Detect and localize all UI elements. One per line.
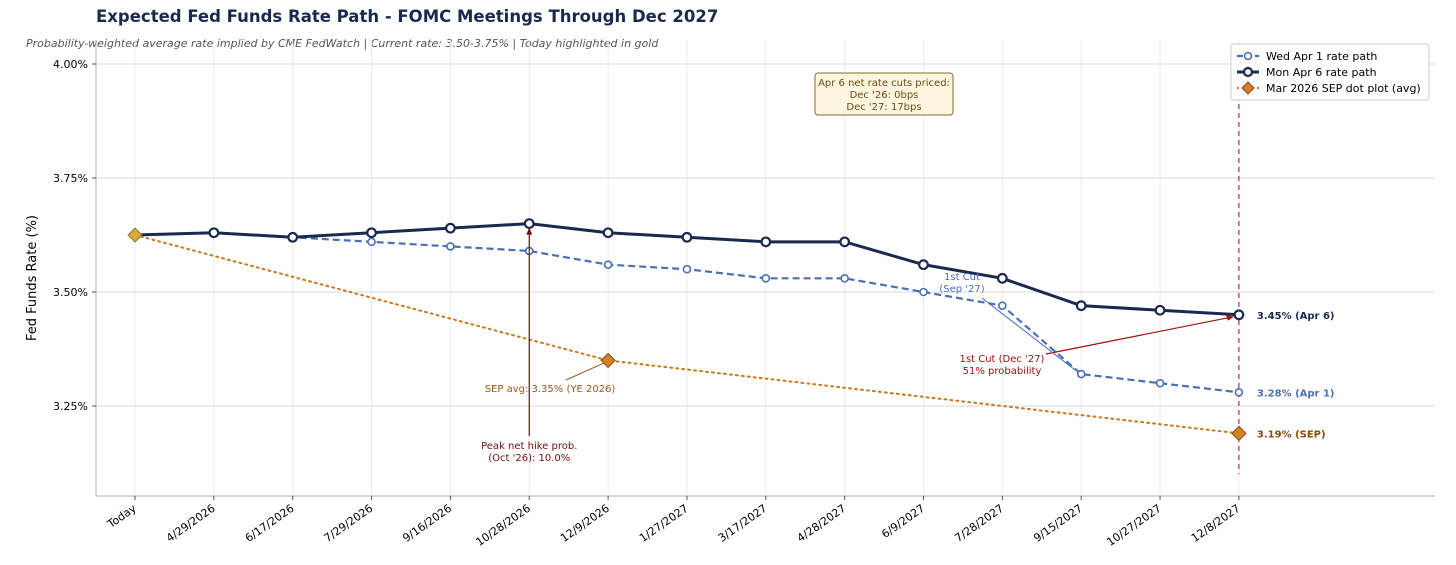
apr1-point xyxy=(367,237,376,247)
y-tick-label: 3.75% xyxy=(53,172,88,185)
sep-annotation: SEP avg: 3.35% (YE 2026) xyxy=(485,384,616,395)
x-tick-label: 9/16/2026 xyxy=(400,502,454,545)
y-axis-label: Fed Funds Rate (%) xyxy=(25,215,40,341)
peak-hike-annotation: (Oct '26): 10.0% xyxy=(488,453,570,464)
legend-swatch-marker xyxy=(1242,66,1254,78)
apr1-point xyxy=(603,260,613,269)
first-cut-dec27-arrow xyxy=(1045,316,1234,355)
y-tick-label: 4.00% xyxy=(53,58,88,71)
chart-title: Expected Fed Funds Rate Path - FOMC Meet… xyxy=(96,7,719,26)
rate-cuts-info-text: Apr 6 net rate cuts priced: xyxy=(818,78,950,89)
first-cut-sep27-arrow xyxy=(981,297,1076,371)
legend-swatch-marker xyxy=(1243,51,1253,61)
apr6-point xyxy=(1154,304,1166,316)
apr6-point xyxy=(681,231,693,243)
apr6-point xyxy=(918,259,929,271)
first-cut-dec27-annotation: 1st Cut (Dec '27) xyxy=(960,354,1045,365)
y-tick-label: 3.25% xyxy=(53,400,88,413)
chart-subtitle: Probability-weighted average rate implie… xyxy=(26,37,659,50)
x-tick-label: Today xyxy=(104,502,139,532)
peak-hike-arrowhead xyxy=(526,227,533,235)
apr6-point xyxy=(208,227,220,239)
legend-swatch-marker xyxy=(1241,81,1255,95)
x-tick-label: 3/17/2027 xyxy=(716,502,770,545)
x-tick-label: 12/8/2027 xyxy=(1189,502,1243,545)
apr1-point xyxy=(1155,378,1165,388)
first-cut-sep27-annotation: 1st Cut xyxy=(944,272,980,283)
legend-box xyxy=(1230,43,1430,101)
rate-cuts-info-box xyxy=(814,72,954,116)
peak-hike-annotation: Peak net hike prob. xyxy=(481,441,577,452)
x-tick-label: 4/29/2026 xyxy=(164,502,218,545)
sep-series-line xyxy=(134,234,1240,435)
apr1-point xyxy=(446,242,455,251)
apr6-point xyxy=(996,272,1008,284)
end-label: 3.28% (Apr 1) xyxy=(1257,388,1335,399)
first-cut-sep27-annotation: (Sep '27) xyxy=(939,284,984,295)
apr1-point xyxy=(1076,369,1086,379)
first-cut-dec27-arrowhead xyxy=(1225,314,1234,321)
apr6-point xyxy=(366,227,377,239)
x-tick-label: 1/27/2027 xyxy=(637,502,691,545)
apr1-point xyxy=(840,274,849,283)
end-label: 3.19% (SEP) xyxy=(1257,429,1326,440)
x-tick-label: 10/27/2027 xyxy=(1104,502,1163,549)
apr6-point xyxy=(839,236,851,248)
x-tick-label: 7/29/2026 xyxy=(322,502,376,545)
legend-label: Mar 2026 SEP dot plot (avg) xyxy=(1266,82,1421,95)
apr1-point xyxy=(919,287,928,297)
legend-label: Wed Apr 1 rate path xyxy=(1266,50,1377,63)
apr6-point xyxy=(1075,300,1087,312)
first-cut-dec27-annotation: 51% probability xyxy=(963,366,1042,377)
x-tick-label: 12/9/2026 xyxy=(558,502,612,545)
apr6-point xyxy=(1233,309,1245,321)
legend-label: Mon Apr 6 rate path xyxy=(1266,66,1377,79)
apr6-point xyxy=(287,231,299,243)
x-tick-label: 6/17/2026 xyxy=(243,502,297,545)
apr1-point xyxy=(998,301,1007,310)
apr6-point xyxy=(445,222,456,234)
apr1-point xyxy=(761,274,771,283)
sep-point xyxy=(600,352,616,369)
apr6-point xyxy=(602,227,614,239)
sep-point xyxy=(1231,425,1247,442)
x-tick-label: 4/28/2027 xyxy=(795,502,849,545)
apr1-point xyxy=(1234,388,1244,397)
x-tick-label: 6/9/2027 xyxy=(879,502,927,541)
today-marker xyxy=(127,227,143,243)
rate-cuts-info-text: Dec '27: 17bps xyxy=(846,102,921,113)
apr6-point xyxy=(523,218,535,230)
x-tick-label: 10/28/2026 xyxy=(474,502,533,549)
apr1-point xyxy=(682,264,692,274)
x-tick-label: 7/28/2027 xyxy=(952,502,1006,545)
sep-annotation-arrow xyxy=(565,362,604,381)
end-label: 3.45% (Apr 6) xyxy=(1257,311,1335,322)
y-tick-label: 3.50% xyxy=(53,286,88,299)
rate-cuts-info-text: Dec '26: 0bps xyxy=(850,90,919,101)
x-tick-label: 9/15/2027 xyxy=(1031,502,1085,545)
apr6-point xyxy=(760,236,772,248)
